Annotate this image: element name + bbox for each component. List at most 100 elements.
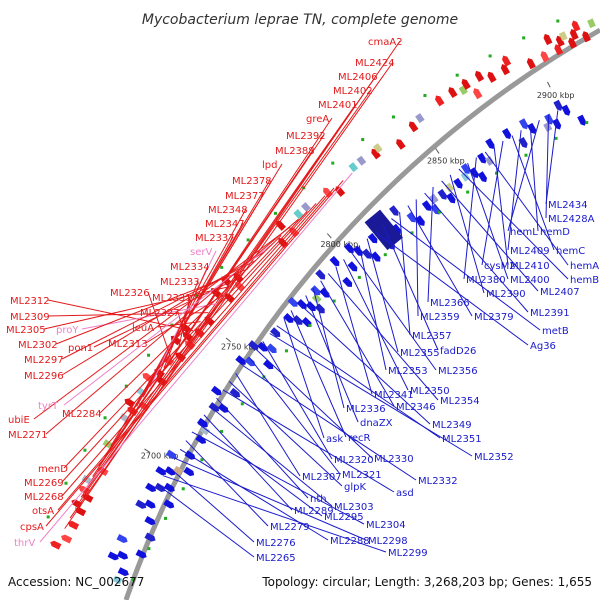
forward-gene-label: ML2401: [318, 100, 358, 111]
rna-feature-dot: [147, 547, 151, 551]
reverse-cds-arrow: [370, 251, 381, 262]
rna-feature-dot: [585, 121, 589, 125]
reverse-cds-arrow: [296, 298, 307, 309]
reverse-cds-arrow: [469, 167, 479, 179]
feature-block: [587, 18, 596, 29]
rna-feature-dot: [391, 115, 395, 119]
reverse-cds-arrow: [430, 203, 441, 215]
reverse-cds-arrow: [183, 466, 195, 477]
leader-line: [61, 203, 317, 483]
reverse-cds-arrow: [485, 138, 495, 150]
leader-line: [93, 276, 240, 348]
leader-line: [276, 325, 441, 439]
reverse-gene-label: Ag36: [530, 341, 556, 352]
leader-line: [228, 381, 343, 487]
reverse-cds-arrow: [552, 118, 562, 130]
reverse-gene-label: ML2303: [334, 502, 374, 513]
reverse-gene-label: ML2366: [430, 298, 470, 309]
reverse-gene-label: ask: [326, 434, 343, 445]
forward-cds-arrow: [554, 44, 564, 56]
forward-gene-label: ML2377: [225, 191, 265, 202]
reverse-gene-label: ML2400: [510, 275, 550, 286]
reverse-cds-arrow: [116, 550, 129, 560]
rna-feature-dot: [494, 171, 498, 175]
reverse-cds-arrow: [195, 434, 207, 444]
forward-cds-arrow: [50, 540, 62, 550]
forward-gene-label: ML2296: [24, 371, 64, 382]
leader-line: [197, 422, 323, 517]
forward-cds-arrow: [473, 88, 483, 100]
forward-gene-label: cpsA: [20, 522, 44, 533]
leader-line: [157, 321, 201, 328]
rna-feature-dot: [522, 36, 526, 40]
leader-line: [335, 266, 373, 395]
forward-gene-label: ML2268: [24, 492, 64, 503]
reverse-cds-arrow: [135, 499, 147, 509]
rna-feature-dot: [556, 19, 560, 23]
rna-feature-dot: [147, 353, 151, 357]
reverse-gene-label: ML2341: [374, 390, 414, 401]
forward-gene-label: ML2269: [24, 478, 64, 489]
reverse-cds-arrow: [217, 403, 229, 413]
reverse-gene-label: ML2295: [324, 512, 364, 523]
reverse-cds-arrow: [329, 255, 340, 267]
rna-feature-dot: [554, 136, 558, 140]
reverse-gene-label: ML2434: [548, 200, 588, 211]
kbp-tick-label: 2700 kbp: [141, 452, 179, 461]
leader-line: [493, 146, 509, 266]
reverse-gene-label: ML2355: [400, 348, 440, 359]
reverse-gene-label: ML2407: [540, 287, 580, 298]
reverse-cds-arrow: [257, 341, 268, 352]
reverse-cds-arrow: [301, 317, 312, 327]
forward-gene-label: ML2348: [208, 205, 248, 216]
leader-line: [290, 310, 347, 438]
reverse-gene-label: ML2352: [474, 452, 514, 463]
reverse-gene-label: hemA: [570, 261, 599, 272]
forward-cds-arrow: [500, 64, 511, 76]
forward-gene-label: ML2334: [170, 262, 210, 273]
leader-line: [168, 466, 255, 543]
leader-line: [57, 187, 335, 511]
rna-feature-dot: [332, 299, 336, 303]
rna-feature-dot: [200, 458, 204, 462]
rna-feature-dot: [466, 190, 470, 194]
reverse-gene-label: ML2289: [294, 506, 334, 517]
leader-line: [467, 163, 509, 280]
leader-line: [507, 130, 522, 251]
reverse-cds-arrow: [415, 215, 425, 226]
forward-gene-label: ML2406: [338, 72, 378, 83]
leader-line: [63, 210, 308, 469]
leader-line: [298, 302, 431, 425]
kbp-tick: [225, 337, 232, 343]
leader-line: [391, 218, 541, 331]
forward-gene-label: ML2313: [108, 339, 148, 350]
reverse-gene-label: ML2410: [510, 261, 550, 272]
forward-gene-label: ML2297: [24, 355, 64, 366]
reverse-cds-arrow: [315, 269, 326, 280]
leader-line: [216, 397, 309, 499]
leader-line: [545, 115, 550, 219]
leader-line: [283, 317, 325, 439]
forward-cds-arrow: [474, 70, 485, 82]
reverse-gene-label: ML2354: [440, 396, 480, 407]
reverse-cds-arrow: [263, 359, 274, 370]
leader-line: [463, 157, 477, 280]
reverse-cds-arrow: [247, 340, 259, 350]
feature-block: [429, 193, 439, 204]
rna-feature-dot: [455, 73, 459, 77]
rna-feature-dot: [246, 238, 250, 242]
rna-gene-label: thrV: [14, 538, 35, 549]
reverse-cds-arrow: [561, 104, 571, 116]
reverse-cds-arrow: [154, 482, 166, 492]
leader-line: [320, 280, 395, 407]
rna-feature-dot: [131, 577, 135, 581]
reverse-gene-label: cysM2: [484, 261, 516, 272]
leader-line: [242, 364, 417, 481]
rna-feature-dot: [357, 275, 361, 279]
reverse-cds-arrow: [145, 482, 157, 493]
kbp-tick: [435, 148, 440, 154]
forward-gene-label: greA: [306, 114, 329, 125]
reverse-gene-label: ML2320: [334, 455, 374, 466]
forward-cds-arrow: [335, 186, 346, 197]
